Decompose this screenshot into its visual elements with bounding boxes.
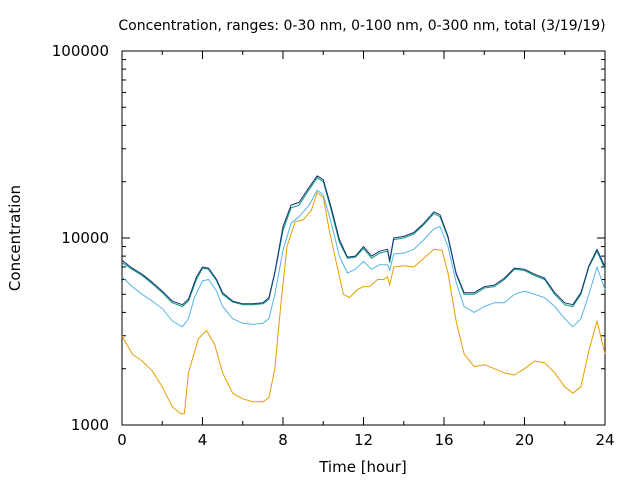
series-line-2 <box>121 189 606 328</box>
chart-title: Concentration, ranges: 0-30 nm, 0-100 nm… <box>118 18 605 34</box>
y-tick-label: 10000 <box>61 229 109 247</box>
x-tick-label: 0 <box>117 431 127 449</box>
x-tick-label: 24 <box>595 431 614 449</box>
x-tick-label: 4 <box>198 431 208 449</box>
series-line-1 <box>121 192 606 415</box>
y-tick-label: 100000 <box>52 42 109 60</box>
series-lines <box>121 175 606 415</box>
y-tick-label: 1000 <box>71 416 109 434</box>
series-line-3 <box>121 177 606 307</box>
axis-ticks <box>121 50 606 426</box>
x-tick-label: 12 <box>354 431 373 449</box>
y-tick-labels: 1000 10000 100000 <box>52 42 109 434</box>
x-tick-label: 20 <box>515 431 534 449</box>
plot-frame <box>121 50 606 426</box>
series-line-4 <box>121 175 606 306</box>
x-axis-label: Time [hour] <box>318 458 407 476</box>
x-tick-labels: 0 4 8 12 16 20 24 <box>117 431 614 449</box>
y-axis-label: Concentration <box>6 185 24 291</box>
x-tick-label: 16 <box>434 431 453 449</box>
x-tick-label: 8 <box>278 431 288 449</box>
